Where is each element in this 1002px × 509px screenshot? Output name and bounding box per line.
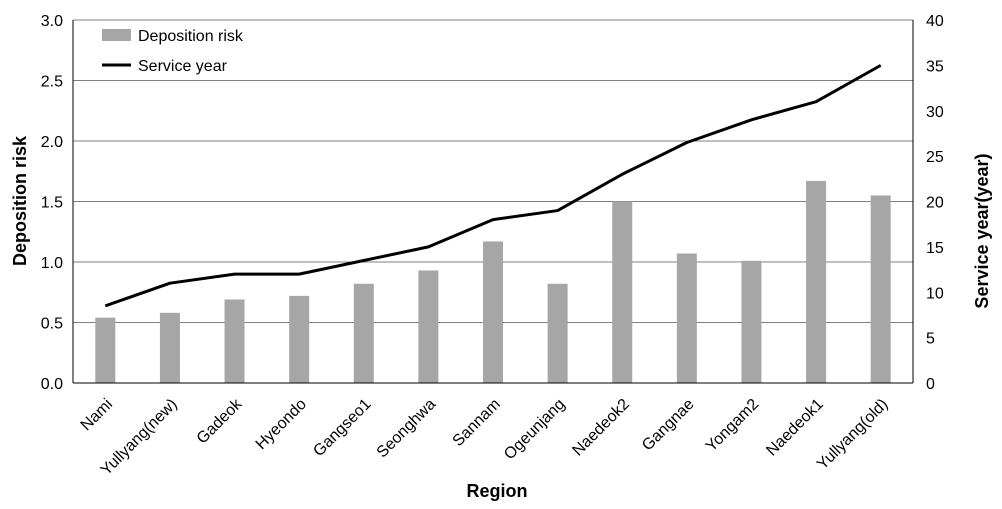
y2-tick-label: 0	[926, 376, 935, 393]
x-tick-label: Gangnae	[639, 396, 698, 455]
y2-tick-label: 15	[926, 240, 944, 257]
bar-yullyang-new-	[159, 312, 180, 383]
x-tick-label: Gangseo1	[310, 396, 374, 460]
bars	[95, 180, 891, 383]
x-axis-title: Region	[467, 481, 528, 501]
bar-naedeok2	[612, 201, 633, 383]
legend-bar-swatch	[102, 29, 131, 41]
y2-tick-label: 25	[926, 149, 944, 166]
x-tick-label: Gadeok	[194, 395, 246, 447]
y-tick-label: 3.0	[41, 13, 63, 30]
left-tick-labels: 0.0 0.5 1.0 1.5 2.0 2.5 3.0	[41, 13, 63, 393]
legend-label-service-year: Service year	[138, 58, 228, 75]
y2-tick-label: 35	[926, 58, 944, 75]
bar-gangnae	[676, 253, 697, 383]
axes	[72, 20, 914, 384]
bar-sannam	[483, 241, 503, 383]
service-year-line-group	[104, 64, 882, 308]
y2-tick-label: 30	[926, 104, 944, 121]
x-tick-label: Seonghwa	[374, 396, 440, 462]
y2-tick-label: 20	[926, 195, 944, 212]
x-tick-label: Yongam2	[703, 396, 762, 455]
bar-hyeondo	[289, 295, 310, 383]
bar-seonghwa	[418, 270, 439, 383]
bar-nami	[95, 317, 116, 383]
bar-yongam2	[741, 260, 762, 383]
x-tick-label: Ogeunjang	[501, 396, 568, 463]
y-tick-label: 2.5	[41, 74, 63, 91]
y2-tick-label: 5	[926, 331, 935, 348]
bar-ogeunjang	[547, 283, 568, 383]
y-axis-title: Deposition risk	[10, 135, 30, 266]
y2-axis-title: Service year(year)	[972, 153, 992, 308]
gridlines	[73, 19, 913, 323]
y2-tick-label: 10	[926, 285, 944, 302]
x-tick-label: Nami	[78, 396, 116, 434]
y-tick-label: 1.0	[41, 255, 63, 272]
bar-naedeok1	[806, 180, 827, 383]
x-tick-label: Naedeok1	[763, 396, 827, 460]
bar-gangseo1	[353, 283, 374, 383]
bar-gadeok	[224, 299, 245, 383]
y-tick-label: 0.0	[41, 376, 63, 393]
y2-tick-label: 40	[926, 13, 944, 30]
right-tick-labels: 0 5 10 15 20 25 30 35 40	[926, 13, 944, 393]
legend: Deposition risk Service year	[102, 28, 244, 75]
legend-label-deposition-risk: Deposition risk	[138, 28, 244, 45]
x-tick-label: Hyeondo	[253, 396, 310, 453]
y-tick-label: 1.5	[41, 195, 63, 212]
x-tick-label: Naedeok2	[569, 396, 633, 460]
bar-yullyang-old-	[870, 195, 891, 383]
x-tick-label: Sannam	[450, 396, 504, 450]
y-tick-label: 2.0	[41, 134, 63, 151]
y-tick-label: 0.5	[41, 316, 63, 333]
